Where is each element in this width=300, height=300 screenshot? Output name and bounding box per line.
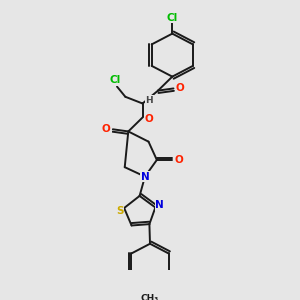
Text: O: O <box>176 83 184 93</box>
Text: S: S <box>116 206 123 216</box>
Text: Cl: Cl <box>110 75 121 85</box>
Text: N: N <box>141 172 149 182</box>
Text: Cl: Cl <box>167 13 178 22</box>
Text: O: O <box>102 124 111 134</box>
Text: N: N <box>155 200 164 210</box>
Text: H: H <box>145 96 153 105</box>
Text: O: O <box>145 114 154 124</box>
Text: CH₃: CH₃ <box>141 293 159 300</box>
Text: O: O <box>175 155 183 165</box>
